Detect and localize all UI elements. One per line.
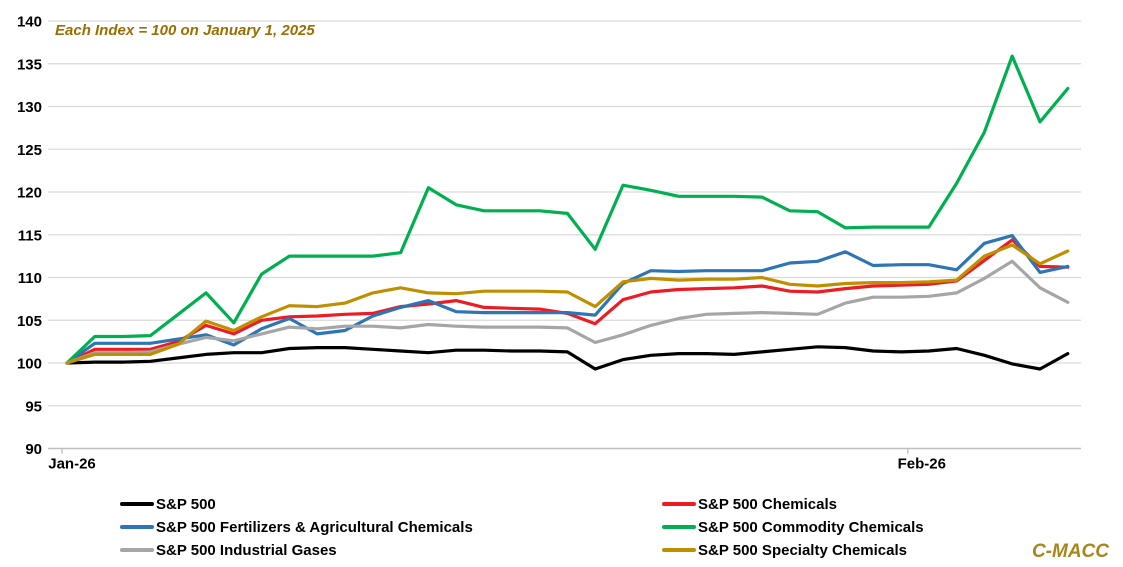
cmacc-watermark: C-MACC <box>1031 541 1109 562</box>
series-line-s-p-500-chemicals <box>65 238 1070 365</box>
y-axis-tick-label-125: 125 <box>17 142 42 159</box>
y-axis-tick-label-115: 115 <box>18 227 42 244</box>
y-axis-tick-label-120: 120 <box>17 185 42 202</box>
x-axis-tick-label-feb-26: Feb-26 <box>898 456 946 473</box>
legend-label: S&P 500 Specialty Chemicals <box>698 541 908 559</box>
legend-line-swatch <box>662 525 696 529</box>
legend-item-s-p-500: S&P 500 <box>120 494 216 514</box>
y-axis-tick-label-90: 90 <box>25 441 42 458</box>
legend-line-swatch <box>662 548 696 552</box>
legend-item-s-p-500-fertilizers-agricultural-chemicals: S&P 500 Fertilizers & Agricultural Chemi… <box>120 517 473 537</box>
legend-label: S&P 500 <box>156 495 216 513</box>
legend-item-s-p-500-specialty-chemicals: S&P 500 Specialty Chemicals <box>662 540 907 560</box>
legend-line-swatch <box>120 525 154 529</box>
y-axis-tick-label-130: 130 <box>17 99 42 116</box>
legend-label: S&P 500 Fertilizers & Agricultural Chemi… <box>156 518 473 536</box>
series-line-s-p-500-industrial-gases <box>65 259 1070 365</box>
legend-line-swatch <box>120 502 154 506</box>
chart-annotation: Each Index = 100 on January 1, 2025 <box>55 22 315 39</box>
legend-item-s-p-500-chemicals: S&P 500 Chemicals <box>662 494 837 514</box>
y-axis-tick-label-105: 105 <box>17 313 42 330</box>
legend-line-swatch <box>120 548 154 552</box>
legend-label: S&P 500 Commodity Chemicals <box>698 518 924 536</box>
y-axis-tick-label-135: 135 <box>17 56 42 73</box>
x-axis-tick-label-jan-26: Jan-26 <box>48 456 96 473</box>
y-axis-tick-label-110: 110 <box>18 270 42 287</box>
series-line-s-p-500 <box>65 345 1070 371</box>
series-line-s-p-500-commodity-chemicals <box>65 54 1070 365</box>
series-line-s-p-500-specialty-chemicals <box>65 243 1070 365</box>
series-line-s-p-500-fertilizers-agricultural-chemicals <box>65 234 1070 365</box>
y-axis-tick-label-140: 140 <box>17 14 42 31</box>
y-axis-tick-label-100: 100 <box>17 356 42 373</box>
legend-label: S&P 500 Industrial Gases <box>156 541 337 559</box>
legend-line-swatch <box>662 502 696 506</box>
legend-label: S&P 500 Chemicals <box>698 495 837 513</box>
legend-item-s-p-500-commodity-chemicals: S&P 500 Commodity Chemicals <box>662 517 924 537</box>
legend-item-s-p-500-industrial-gases: S&P 500 Industrial Gases <box>120 540 337 560</box>
y-axis-tick-label-95: 95 <box>25 398 42 415</box>
